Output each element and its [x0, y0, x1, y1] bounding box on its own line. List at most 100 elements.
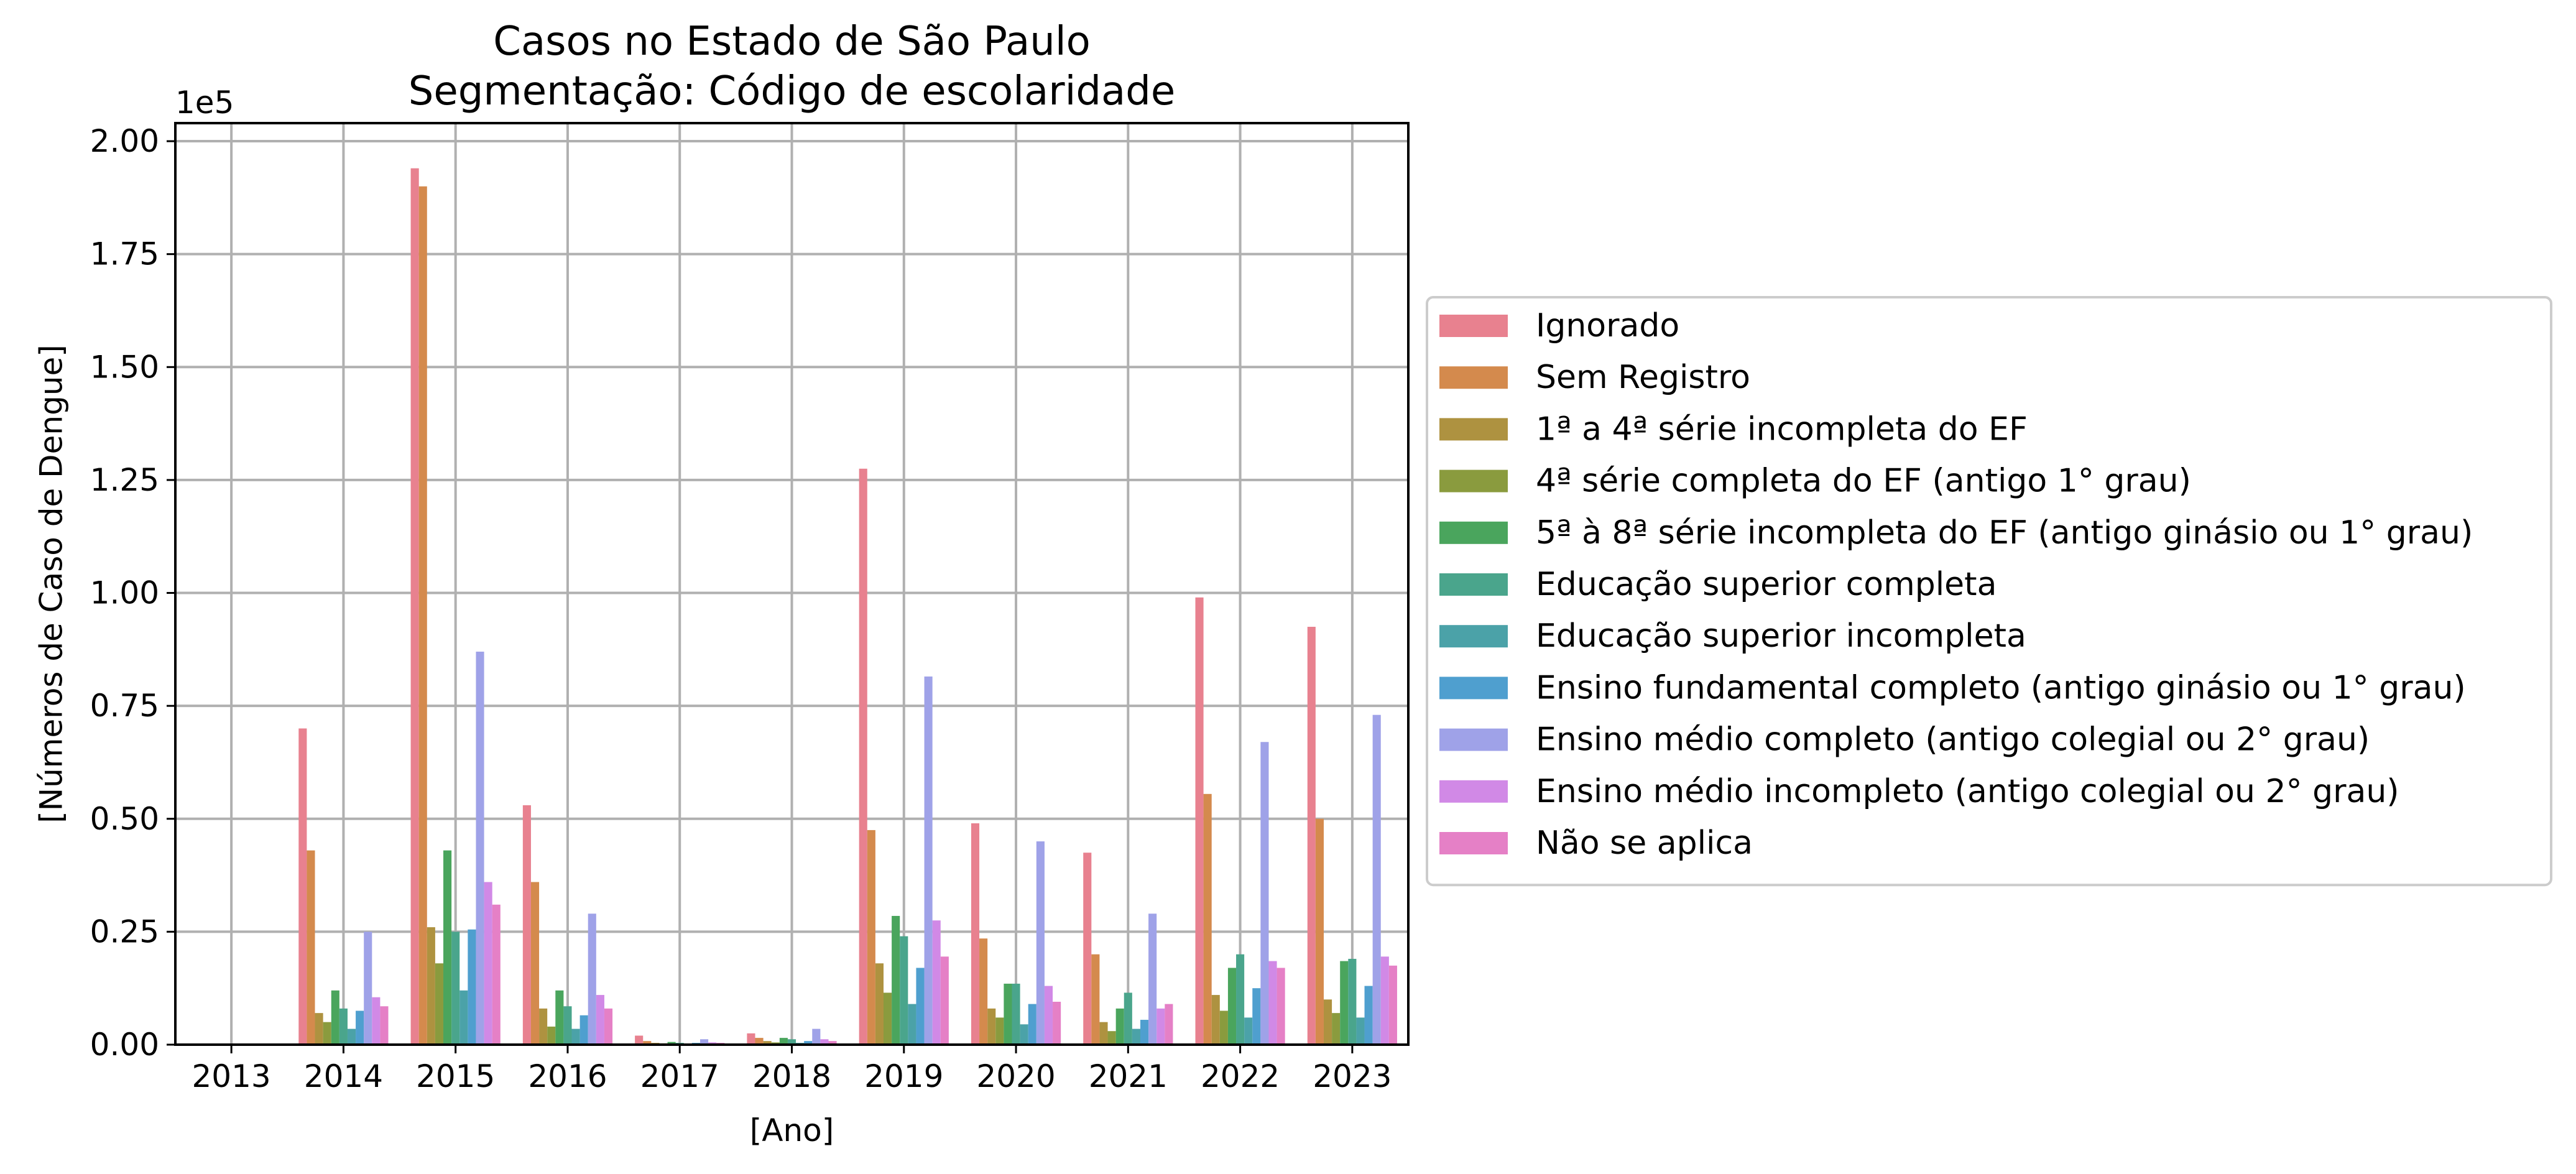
bar [755, 1038, 764, 1045]
bar [1091, 954, 1100, 1045]
chart-title-line-2: Segmentação: Código de escolaridade [409, 68, 1175, 114]
bar [1195, 597, 1204, 1045]
legend-swatch [1439, 315, 1508, 337]
legend-swatch [1439, 625, 1508, 648]
bar [763, 1041, 772, 1045]
legend-entry: 1ª a 4ª série incompleta do EF [1536, 410, 2028, 448]
bar [443, 850, 452, 1045]
legend-entry: Ensino médio incompleto (antigo colegial… [1536, 773, 2399, 810]
bar [643, 1041, 652, 1045]
bar [604, 1008, 613, 1045]
bar [1124, 992, 1132, 1045]
bar [1307, 627, 1316, 1045]
bar [971, 823, 980, 1045]
bar [1012, 983, 1020, 1045]
bar [1388, 965, 1397, 1045]
x-tick-label: 2018 [752, 1058, 831, 1094]
legend: Ignorado Sem Registro 1ª a 4ª série incomp… [1426, 296, 2552, 887]
bar [667, 1042, 676, 1045]
bar [804, 1041, 813, 1045]
y-offset-label: 1e5 [175, 85, 234, 121]
bar [1227, 968, 1237, 1045]
bar [1211, 995, 1220, 1045]
legend-swatch [1439, 728, 1508, 751]
bar [1276, 968, 1285, 1045]
bar [1372, 714, 1381, 1045]
bar [700, 1039, 709, 1045]
x-tick-label: 2016 [528, 1058, 607, 1094]
bar [1020, 1024, 1028, 1045]
legend-entry: Ignorado [1536, 307, 1679, 344]
bar [1004, 983, 1012, 1045]
bar [347, 1028, 356, 1045]
legend-swatch [1439, 573, 1508, 596]
bar [875, 963, 884, 1045]
x-tick-label: 2015 [416, 1058, 495, 1094]
bar [900, 936, 908, 1045]
bar [435, 963, 444, 1045]
bar [596, 995, 604, 1045]
legend-entry: Ensino médio completo (antigo colegial o… [1536, 721, 2370, 759]
grid [175, 123, 1408, 1046]
legend-swatch [1439, 418, 1508, 441]
y-tick-label: 0.00 [90, 1027, 159, 1063]
bar [1332, 1013, 1341, 1045]
bar [468, 929, 476, 1045]
bar [892, 915, 900, 1045]
bar [364, 931, 372, 1045]
bar [1219, 1010, 1228, 1045]
legend-swatch [1439, 780, 1508, 803]
bar [1083, 853, 1092, 1045]
bar [635, 1035, 644, 1045]
bar [555, 990, 564, 1045]
bar [883, 992, 892, 1045]
bar [812, 1028, 821, 1045]
y-axis-label: [Números de Caso de Dengue] [34, 344, 70, 823]
bar [1364, 986, 1373, 1045]
bar [380, 1006, 389, 1045]
bar [1236, 954, 1245, 1045]
bar [908, 1004, 916, 1045]
bar [979, 938, 988, 1045]
bar [539, 1008, 548, 1045]
legend-entry: 5ª à 8ª série incompleta do EF (antigo g… [1536, 514, 2473, 552]
legend-swatch [1439, 469, 1508, 492]
bar [932, 920, 941, 1045]
bar [1260, 742, 1269, 1045]
y-tick-label: 0.50 [90, 801, 159, 837]
bar [1323, 999, 1332, 1045]
bar [820, 1039, 829, 1045]
bar [1156, 1008, 1165, 1045]
x-tick-label: 2021 [1089, 1058, 1168, 1094]
x-tick-label: 2017 [640, 1058, 719, 1094]
bar [530, 882, 540, 1045]
bar [1053, 1001, 1061, 1045]
bar [940, 956, 949, 1045]
y-tick-label: 1.50 [90, 349, 159, 385]
bar [1107, 1031, 1116, 1045]
x-tick-label: 2023 [1313, 1058, 1392, 1094]
bar [1348, 958, 1357, 1045]
bar [1340, 961, 1349, 1045]
bar [1044, 986, 1053, 1045]
bar [522, 805, 531, 1045]
bar [1132, 1028, 1140, 1045]
bar [492, 904, 501, 1045]
bar [1244, 1017, 1253, 1045]
legend-entry: Sem Registro [1536, 359, 1750, 396]
bar [1148, 913, 1157, 1045]
bar [451, 931, 460, 1045]
bar [459, 990, 468, 1045]
bar [1140, 1020, 1149, 1045]
y-tick-label: 1.25 [90, 462, 159, 498]
bar [418, 186, 427, 1045]
bar [1380, 956, 1389, 1045]
axis-ticks: 2013 2014 2015 2016 2017 2018 2019 2020 2021 2022… [90, 123, 1392, 1094]
bar [563, 1006, 572, 1045]
bar [924, 676, 933, 1045]
bar [1203, 793, 1212, 1045]
y-tick-label: 1.75 [90, 236, 159, 272]
chart-title-line-1: Casos no Estado de São Paulo [493, 19, 1091, 65]
bar [588, 913, 596, 1045]
